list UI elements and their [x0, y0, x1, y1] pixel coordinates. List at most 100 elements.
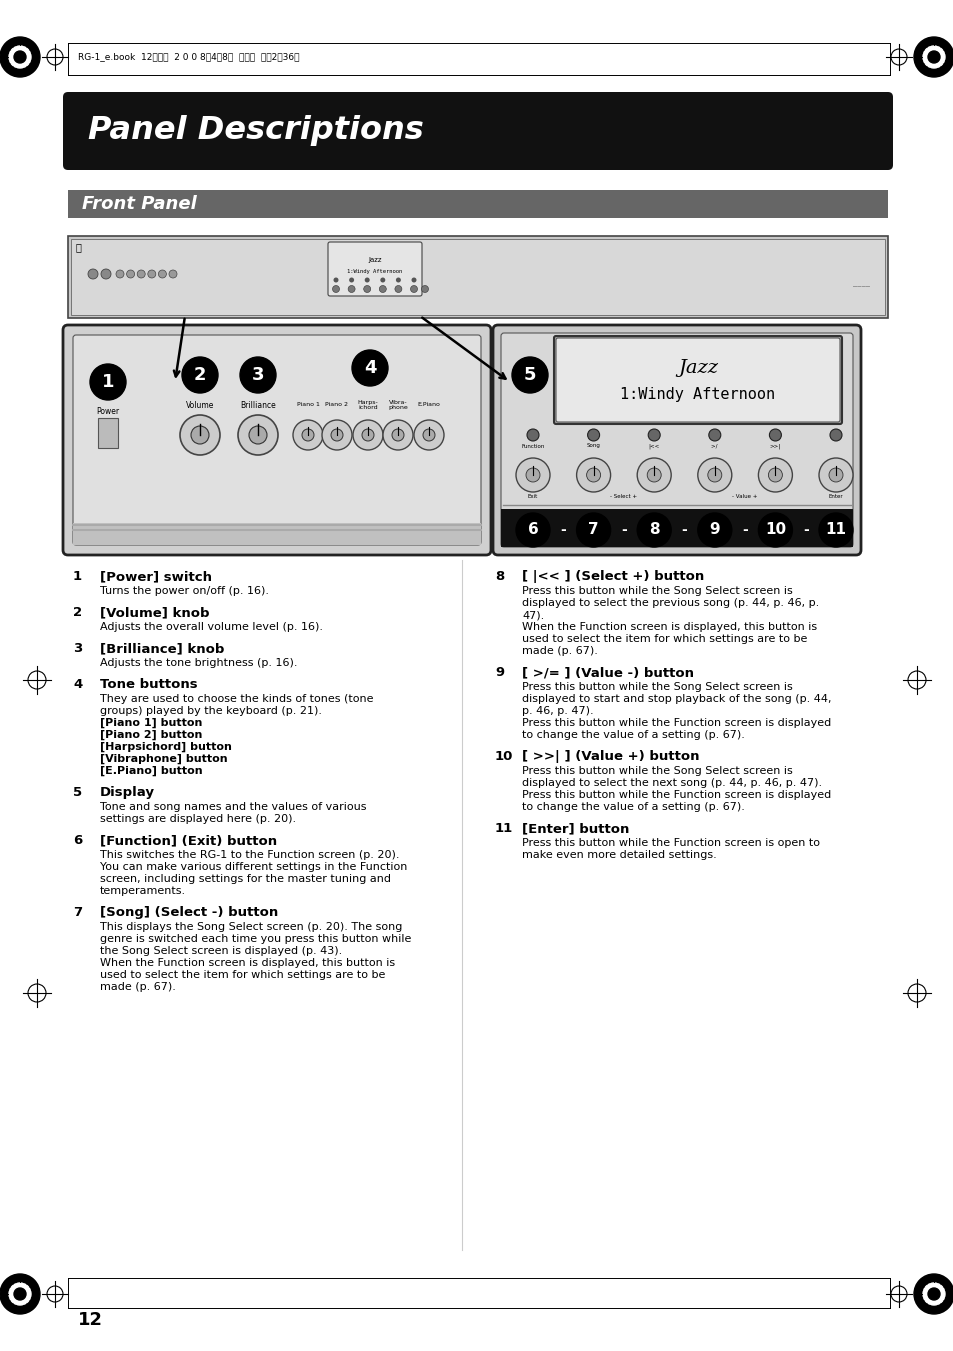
- Circle shape: [637, 458, 671, 492]
- Text: -: -: [802, 523, 808, 536]
- Text: Piano 1: Piano 1: [296, 403, 319, 408]
- Text: 7: 7: [73, 907, 82, 919]
- Circle shape: [148, 270, 155, 278]
- Text: [Piano 1] button: [Piano 1] button: [100, 717, 202, 728]
- Text: Exit: Exit: [527, 494, 537, 500]
- Circle shape: [923, 1283, 944, 1305]
- Text: 10: 10: [764, 523, 785, 538]
- Circle shape: [331, 430, 343, 440]
- Circle shape: [364, 277, 370, 282]
- Circle shape: [637, 513, 671, 547]
- Circle shape: [767, 467, 781, 482]
- Circle shape: [137, 270, 145, 278]
- Circle shape: [349, 277, 354, 282]
- Text: ――――: ――――: [852, 282, 869, 289]
- Circle shape: [913, 1274, 953, 1315]
- Text: used to select the item for which settings are to be: used to select the item for which settin…: [100, 970, 385, 979]
- Circle shape: [576, 458, 610, 492]
- Text: Piano 2: Piano 2: [325, 403, 348, 408]
- Text: made (p. 67).: made (p. 67).: [521, 646, 598, 657]
- Text: genre is switched each time you press this button while: genre is switched each time you press th…: [100, 934, 411, 944]
- Text: 6: 6: [73, 834, 82, 847]
- Text: Panel Descriptions: Panel Descriptions: [88, 115, 423, 146]
- Circle shape: [708, 430, 720, 440]
- Text: This displays the Song Select screen (p. 20). The song: This displays the Song Select screen (p.…: [100, 921, 402, 932]
- Text: Press this button while the Song Select screen is: Press this button while the Song Select …: [521, 682, 792, 692]
- Circle shape: [697, 513, 731, 547]
- Circle shape: [526, 430, 538, 440]
- Text: [ |<< ] (Select +) button: [ |<< ] (Select +) button: [521, 570, 703, 584]
- Text: screen, including settings for the master tuning and: screen, including settings for the maste…: [100, 874, 391, 884]
- Text: Song: Song: [586, 443, 599, 449]
- Circle shape: [88, 269, 98, 280]
- Text: 2: 2: [193, 366, 206, 384]
- Text: E.Piano: E.Piano: [417, 403, 440, 408]
- Circle shape: [646, 467, 660, 482]
- Circle shape: [587, 430, 599, 440]
- Text: Enter: Enter: [828, 494, 842, 500]
- Text: Press this button while the Song Select screen is: Press this button while the Song Select …: [521, 766, 792, 775]
- Text: 7: 7: [588, 523, 598, 538]
- Text: Vibra-
phone: Vibra- phone: [388, 400, 408, 411]
- Circle shape: [240, 357, 275, 393]
- Text: Volume: Volume: [186, 400, 214, 409]
- Circle shape: [410, 285, 417, 293]
- Circle shape: [334, 277, 338, 282]
- Text: -: -: [741, 523, 747, 536]
- Circle shape: [411, 277, 416, 282]
- Text: - Select +: - Select +: [610, 494, 637, 500]
- Circle shape: [647, 430, 659, 440]
- Circle shape: [818, 458, 852, 492]
- Circle shape: [90, 363, 126, 400]
- Bar: [71, 239, 884, 315]
- Circle shape: [414, 420, 443, 450]
- Circle shape: [363, 285, 371, 293]
- FancyBboxPatch shape: [556, 338, 840, 422]
- Text: 4: 4: [363, 359, 375, 377]
- Text: [Volume] knob: [Volume] knob: [100, 607, 210, 619]
- Text: [Function] (Exit) button: [Function] (Exit) button: [100, 834, 276, 847]
- Text: RG-1_e.book  12ページ  2 0 0 8年4月8日  火曜日  午後2時36分: RG-1_e.book 12ページ 2 0 0 8年4月8日 火曜日 午後2時3…: [78, 53, 299, 62]
- Circle shape: [9, 46, 30, 68]
- Circle shape: [249, 426, 267, 444]
- Circle shape: [525, 467, 539, 482]
- Text: settings are displayed here (p. 20).: settings are displayed here (p. 20).: [100, 815, 295, 824]
- Text: Turns the power on/off (p. 16).: Turns the power on/off (p. 16).: [100, 586, 269, 596]
- Text: 1: 1: [73, 570, 82, 584]
- Circle shape: [0, 1274, 40, 1315]
- Text: [Power] switch: [Power] switch: [100, 570, 212, 584]
- FancyBboxPatch shape: [63, 326, 491, 555]
- Text: 9: 9: [495, 666, 503, 680]
- Circle shape: [158, 270, 166, 278]
- Text: 10: 10: [495, 750, 513, 763]
- Circle shape: [14, 1288, 26, 1300]
- Text: [Harpsichord] button: [Harpsichord] button: [100, 742, 232, 753]
- Circle shape: [116, 270, 124, 278]
- Text: [Piano 2] button: [Piano 2] button: [100, 730, 202, 740]
- Circle shape: [927, 1288, 939, 1300]
- Text: When the Function screen is displayed, this button is: When the Function screen is displayed, t…: [100, 958, 395, 969]
- Circle shape: [237, 415, 277, 455]
- Text: 5: 5: [523, 366, 536, 384]
- Circle shape: [829, 430, 841, 440]
- Text: Tone and song names and the values of various: Tone and song names and the values of va…: [100, 802, 366, 812]
- Text: 1:Windy Afternoon: 1:Windy Afternoon: [619, 388, 775, 403]
- Text: make even more detailed settings.: make even more detailed settings.: [521, 850, 716, 861]
- Text: groups) played by the keyboard (p. 21).: groups) played by the keyboard (p. 21).: [100, 707, 322, 716]
- FancyBboxPatch shape: [328, 242, 421, 296]
- Text: >/: >/: [710, 443, 719, 449]
- FancyBboxPatch shape: [68, 236, 887, 317]
- Text: displayed to select the next song (p. 44, p. 46, p. 47).: displayed to select the next song (p. 44…: [521, 778, 821, 788]
- Circle shape: [828, 467, 842, 482]
- Text: displayed to select the previous song (p. 44, p. 46, p.: displayed to select the previous song (p…: [521, 598, 819, 608]
- Circle shape: [353, 420, 382, 450]
- Text: When the Function screen is displayed, this button is: When the Function screen is displayed, t…: [521, 621, 817, 632]
- Circle shape: [191, 426, 209, 444]
- Text: temperaments.: temperaments.: [100, 886, 186, 896]
- Circle shape: [927, 51, 939, 63]
- Circle shape: [395, 285, 401, 293]
- Text: [E.Piano] button: [E.Piano] button: [100, 766, 202, 777]
- Circle shape: [758, 513, 792, 547]
- Bar: [98, 417, 118, 449]
- Bar: [73, 523, 480, 544]
